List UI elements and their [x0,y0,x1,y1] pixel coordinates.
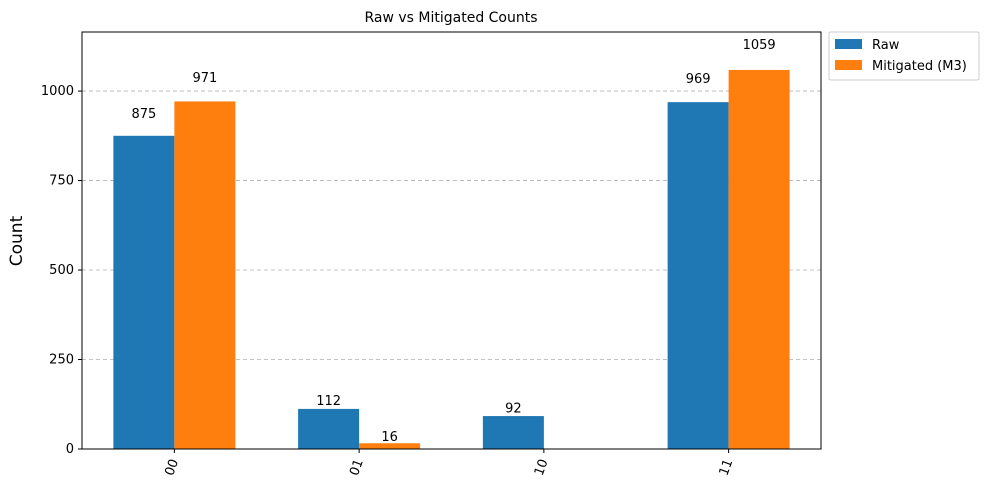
legend-label: Mitigated (M3) [872,59,967,74]
bar [482,416,544,449]
y-tick-label: 250 [49,353,74,368]
legend-label: Raw [872,38,900,53]
bar-value-label: 92 [505,401,522,416]
bar [728,69,790,450]
y-tick-label: 500 [49,263,74,278]
bar [359,443,421,449]
bar [113,135,175,449]
y-tick-label: 1000 [41,84,74,99]
bar [667,102,729,449]
bar-value-label: 875 [131,107,156,122]
y-tick-label: 0 [66,442,74,457]
x-tick-label: 11 [717,457,737,478]
x-tick-label: 10 [532,457,552,478]
bar-value-label: 971 [192,71,217,86]
legend-frame [828,31,980,81]
bar-value-label: 969 [686,72,711,87]
bar [298,408,360,449]
y-axis-label: Count [7,215,27,266]
x-tick-label: 01 [347,457,367,478]
chart-title: Raw vs Mitigated Counts [364,10,537,26]
bar-value-label: 112 [316,394,341,409]
legend-swatch [835,60,862,70]
bar-value-label: 16 [381,430,398,445]
bar [174,101,236,450]
legend-swatch [835,39,862,49]
y-tick-label: 750 [49,174,74,189]
plot-frame [81,31,822,450]
bar-value-label: 1059 [743,38,776,53]
x-tick-label: 00 [162,457,182,478]
